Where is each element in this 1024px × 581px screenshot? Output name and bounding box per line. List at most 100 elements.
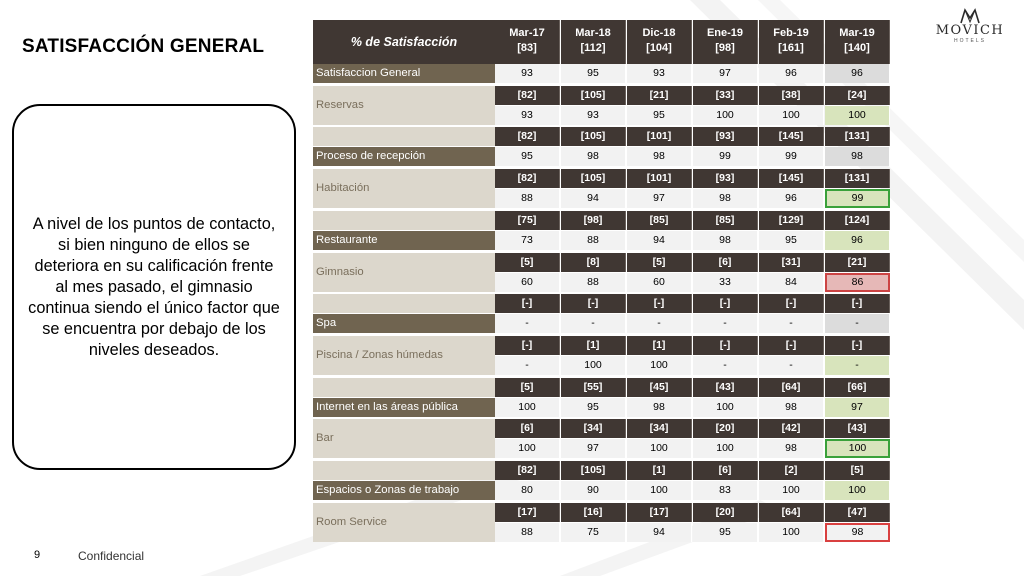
value-cell: 60: [495, 273, 560, 292]
value-cell: -: [495, 356, 560, 375]
value-cell: 95: [693, 523, 758, 542]
month-header: Dic-18 [104]: [627, 20, 692, 64]
value-cell: 83: [693, 481, 758, 500]
row-spacer: [313, 461, 495, 480]
month-count: [83]: [517, 42, 537, 54]
value-cell: 100: [759, 481, 824, 500]
month-count: [140]: [844, 42, 870, 54]
count-cell: [55]: [561, 378, 626, 397]
month-label: Dic-18: [642, 27, 676, 39]
count-cell: [-]: [825, 336, 890, 355]
count-cell: [5]: [495, 253, 560, 272]
month-label: Feb-19: [773, 27, 809, 39]
value-cell: 93: [561, 106, 626, 125]
count-cell: [66]: [825, 378, 890, 397]
row-label: Bar: [313, 419, 495, 458]
value-cell: 100: [825, 106, 890, 125]
count-cell: [93]: [693, 127, 758, 146]
row-label: Espacios o Zonas de trabajo: [313, 481, 495, 500]
value-cell: 100: [693, 439, 758, 458]
month-header: Mar-17 [83]: [495, 20, 560, 64]
value-cell: 96: [759, 64, 824, 83]
count-cell: [6]: [693, 253, 758, 272]
value-cell: 73: [495, 231, 560, 250]
count-cell: [124]: [825, 211, 890, 230]
value-cell: 100: [627, 439, 692, 458]
count-cell: [98]: [561, 211, 626, 230]
value-cell: 96: [825, 64, 890, 83]
row-label: Reservas: [313, 86, 495, 125]
row-label: Internet en las áreas pública: [313, 398, 495, 417]
count-cell: [85]: [627, 211, 692, 230]
value-cell: 97: [693, 64, 758, 83]
month-count: [98]: [715, 42, 735, 54]
value-cell: 33: [693, 273, 758, 292]
value-cell: 95: [561, 64, 626, 83]
month-label: Mar-17: [509, 27, 545, 39]
count-cell: [1]: [561, 336, 626, 355]
count-cell: [105]: [561, 127, 626, 146]
count-cell: [47]: [825, 503, 890, 522]
row-spacer: [313, 294, 495, 313]
value-cell: 95: [495, 147, 560, 166]
count-cell: [5]: [825, 461, 890, 480]
month-count: [112]: [580, 42, 606, 54]
logo-brand: MOVICH: [935, 23, 1005, 38]
count-cell: [31]: [759, 253, 824, 272]
value-cell: 84: [759, 273, 824, 292]
value-cell: 94: [561, 189, 626, 208]
logo-sub: HOTELS: [953, 38, 986, 44]
count-cell: [-]: [759, 294, 824, 313]
value-cell: 98: [759, 439, 824, 458]
value-cell: 90: [561, 481, 626, 500]
value-cell: 97: [627, 189, 692, 208]
row-spacer: [313, 378, 495, 397]
count-cell: [101]: [627, 169, 692, 188]
month-header: Ene-19 [98]: [693, 20, 758, 64]
value-cell: 98: [759, 398, 824, 417]
value-cell: -: [759, 356, 824, 375]
value-cell: -: [693, 356, 758, 375]
value-cell: 88: [561, 231, 626, 250]
count-cell: [34]: [627, 419, 692, 438]
value-cell: 98: [561, 147, 626, 166]
value-cell: -: [627, 314, 692, 333]
value-cell: 100: [759, 523, 824, 542]
count-cell: [-]: [495, 336, 560, 355]
value-cell: 93: [495, 64, 560, 83]
count-cell: [145]: [759, 169, 824, 188]
value-cell: 97: [561, 439, 626, 458]
value-cell: 100: [759, 106, 824, 125]
value-cell: 98: [627, 147, 692, 166]
month-header: Mar-18 [112]: [561, 20, 626, 64]
count-cell: [-]: [693, 294, 758, 313]
count-cell: [129]: [759, 211, 824, 230]
count-cell: [131]: [825, 169, 890, 188]
value-cell: 88: [495, 189, 560, 208]
row-label: Habitación: [313, 169, 495, 208]
value-cell: 100: [693, 398, 758, 417]
value-cell: -: [495, 314, 560, 333]
count-cell: [145]: [759, 127, 824, 146]
row-label: Piscina / Zonas húmedas: [313, 336, 495, 375]
value-cell: 99: [693, 147, 758, 166]
count-cell: [82]: [495, 461, 560, 480]
count-cell: [43]: [825, 419, 890, 438]
value-cell: 80: [495, 481, 560, 500]
count-cell: [105]: [561, 169, 626, 188]
value-cell: 96: [759, 189, 824, 208]
month-count: [161]: [778, 42, 804, 54]
value-cell: 75: [561, 523, 626, 542]
count-cell: [-]: [561, 294, 626, 313]
count-cell: [105]: [561, 86, 626, 105]
count-cell: [38]: [759, 86, 824, 105]
count-cell: [5]: [495, 378, 560, 397]
month-header: Feb-19 [161]: [759, 20, 824, 64]
month-count: [104]: [646, 42, 672, 54]
description-box: A nivel de los puntos de contacto, si bi…: [12, 104, 296, 470]
value-cell: 98: [693, 189, 758, 208]
count-cell: [101]: [627, 127, 692, 146]
value-cell: -: [561, 314, 626, 333]
value-cell: 100: [495, 398, 560, 417]
count-cell: [2]: [759, 461, 824, 480]
